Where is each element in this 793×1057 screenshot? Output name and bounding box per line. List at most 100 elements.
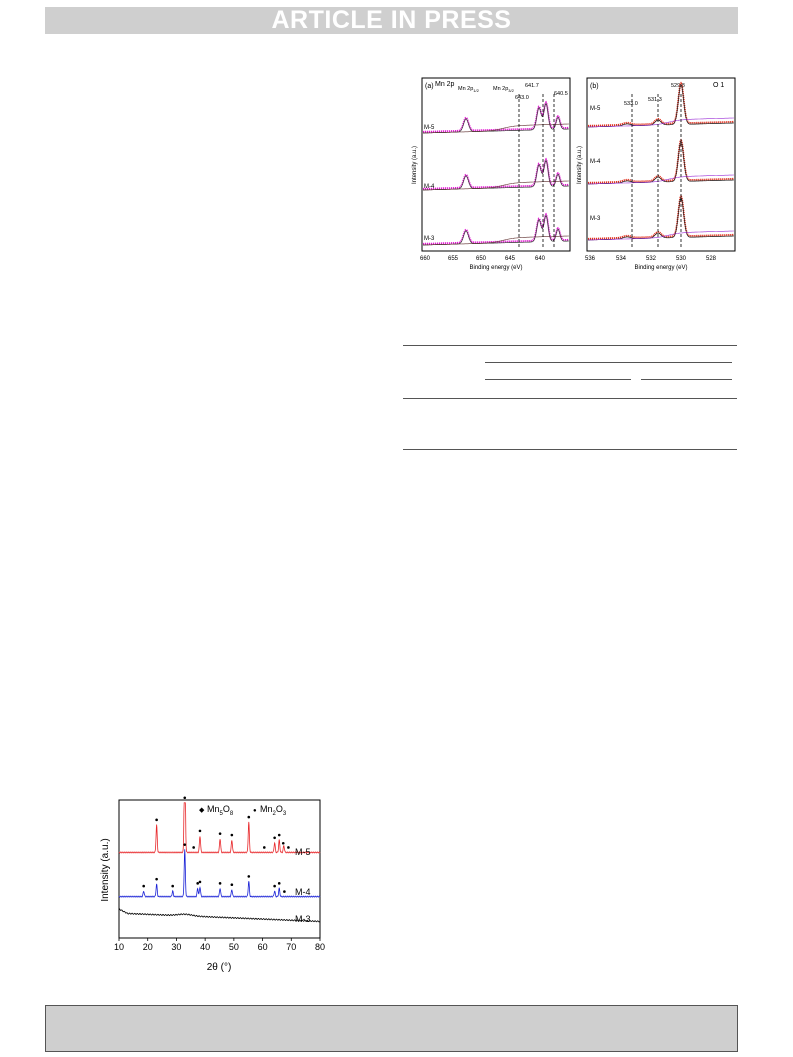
xrd-plot-frame — [118, 799, 321, 939]
banner-text: ARTICLE IN PRESS — [271, 6, 512, 34]
xrd-line-m-4 — [118, 849, 321, 898]
legend-symbol-mn5o8: ◆ — [199, 807, 205, 814]
xrd-marker-m-5-9 — [277, 833, 281, 837]
xrd-marker-m-4-2 — [171, 884, 174, 888]
xps-figure: (a) Mn 2p Mn 2p1/2 Mn 2p3/2 641.7 640.5 … — [412, 77, 736, 271]
xrd-tick-label-80: 80 — [315, 942, 325, 952]
xrd-x-label: 2θ (°) — [207, 962, 232, 973]
xrd-y-label: Intensity (a.u.) — [100, 838, 111, 901]
xrd-marker-m-5-7 — [262, 846, 266, 849]
o-sample-m3: M-3 — [590, 216, 601, 222]
o-panel-letter: (b) — [590, 83, 599, 90]
o-curves-baseline-2 — [588, 230, 734, 241]
xrd-x-ticks: 10 20 30 40 50 60 70 80 — [114, 938, 325, 952]
mn-y-label: Intensity (a.u.) — [412, 146, 418, 184]
mn-curves-data-1 — [423, 157, 569, 190]
xrd-tick-label-40: 40 — [200, 942, 210, 952]
xrd-marker-m-4-0 — [142, 884, 145, 888]
footer-citation-box — [45, 1005, 738, 1052]
xrd-marker-m-5-1 — [183, 796, 187, 800]
xrd-tick-label-50: 50 — [229, 942, 239, 952]
xrd-marker-m-4-7 — [230, 883, 234, 886]
xrd-marker-m-5-10 — [281, 841, 285, 845]
o-curves-data-1 — [588, 138, 734, 184]
o-spectra — [588, 81, 734, 241]
series-label-m3: M-3 — [295, 914, 311, 924]
mn-peak-640: 640.5 — [554, 91, 568, 97]
mn-panel-frame — [421, 77, 571, 252]
mn-peak-643: 643.0 — [515, 95, 529, 101]
series-label-m4: M-4 — [295, 887, 311, 897]
xrd-marker-m-4-1 — [155, 877, 158, 881]
o-peak-529: 529.8 — [671, 83, 685, 89]
legend-label-mn2o3: Mn2O3 — [260, 804, 287, 817]
legend-label-mn5o8: Mn5O8 — [207, 804, 234, 817]
mn-curves-data-0 — [423, 100, 569, 133]
xrd-tick-label-60: 60 — [258, 942, 268, 952]
mn-curves-fit-0 — [423, 102, 569, 134]
xrd-marker-m-4-8 — [247, 875, 251, 878]
mn-tick-650: 650 — [476, 256, 487, 262]
mn-curves-baseline-0 — [423, 123, 569, 134]
xrd-marker-m-5-2 — [192, 846, 195, 849]
mn-p12-label: Mn 2p1/2 — [458, 86, 480, 93]
o-x-label: Binding energy (eV) — [634, 265, 687, 271]
mn-region-label: Mn 2p — [435, 81, 455, 88]
o-curves-baseline-0 — [588, 117, 734, 128]
o-curves-data-2 — [588, 194, 734, 240]
xrd-marker-m-4-3 — [183, 843, 187, 846]
table-header-rule-2b — [641, 379, 732, 380]
o-curves-baseline-1 — [588, 174, 734, 185]
xrd-marker-m-4-9 — [273, 884, 276, 888]
legend-symbol-mn2o3: ● — [253, 808, 257, 814]
mn-x-ticks: 660 655 650 645 640 — [420, 256, 546, 262]
xrd-marker-m-5-0 — [155, 818, 158, 822]
mn-sample-m3: M-3 — [424, 236, 435, 242]
xrd-marker-m-4-4 — [196, 882, 199, 885]
o-curves-fit-2 — [588, 196, 734, 241]
xrd-marker-m-5-6 — [247, 815, 251, 819]
xrd-marker-m-5-11 — [287, 846, 290, 849]
mn-sample-m5: M-5 — [424, 125, 435, 131]
o-sample-m4: M-4 — [590, 159, 601, 165]
o-panel-frame — [586, 77, 736, 252]
xrd-marker-m-5-3 — [198, 829, 202, 833]
o-curves-fit-1 — [588, 140, 734, 185]
o-y-label: Intensity (a.u.) — [577, 146, 583, 184]
xrd-line-m-3 — [118, 908, 321, 923]
mn-sample-m4: M-4 — [424, 184, 435, 190]
series-label-m5: M-5 — [295, 847, 311, 857]
mn-curves-baseline-1 — [423, 180, 569, 191]
xrd-marker-m-5-5 — [230, 833, 234, 837]
xrd-tick-label-30: 30 — [171, 942, 181, 952]
xrd-chart: 10 20 30 40 50 60 70 80 ◆ Mn5O8 ● Mn2O3 M-5 M-4… — [100, 796, 325, 973]
o-peak-531: 531.3 — [648, 97, 662, 103]
xrd-marker-m-4-10 — [277, 882, 281, 885]
xrd-series-group — [118, 802, 321, 923]
o-region-label: O 1 — [713, 82, 724, 89]
xrd-marker-m-4-5 — [198, 880, 202, 884]
o-tick-528: 528 — [706, 256, 717, 262]
mn-panel-letter: (a) — [425, 83, 434, 90]
o-curves-fit-0 — [588, 83, 734, 128]
mn-tick-655: 655 — [448, 256, 459, 262]
xrd-line-m-5 — [118, 802, 321, 854]
o-tick-530: 530 — [676, 256, 687, 262]
mn-tick-640: 640 — [535, 256, 546, 262]
table-mid-rule — [403, 398, 737, 399]
article-in-press-banner: ARTICLE IN PRESS — [45, 6, 738, 34]
mn-p32-label: Mn 2p3/2 — [493, 86, 515, 93]
table-top-rule — [403, 345, 737, 346]
xrd-marker-m-4-11 — [283, 890, 286, 893]
table-header-rule-2a — [485, 379, 631, 380]
o-sample-m5: M-5 — [590, 106, 601, 112]
o-peak-533: 533.0 — [624, 101, 638, 107]
xrd-tick-label-70: 70 — [286, 942, 296, 952]
o-x-ticks: 536 534 532 530 528 — [585, 256, 717, 262]
table-header-rule-1 — [485, 362, 732, 363]
xrd-marker-m-4-6 — [218, 882, 222, 885]
xrd-markers-group — [142, 796, 290, 893]
xrd-marker-m-5-8 — [273, 836, 276, 840]
mn-curves-fit-2 — [423, 214, 569, 246]
mn-x-label: Binding energy (eV) — [469, 265, 522, 271]
